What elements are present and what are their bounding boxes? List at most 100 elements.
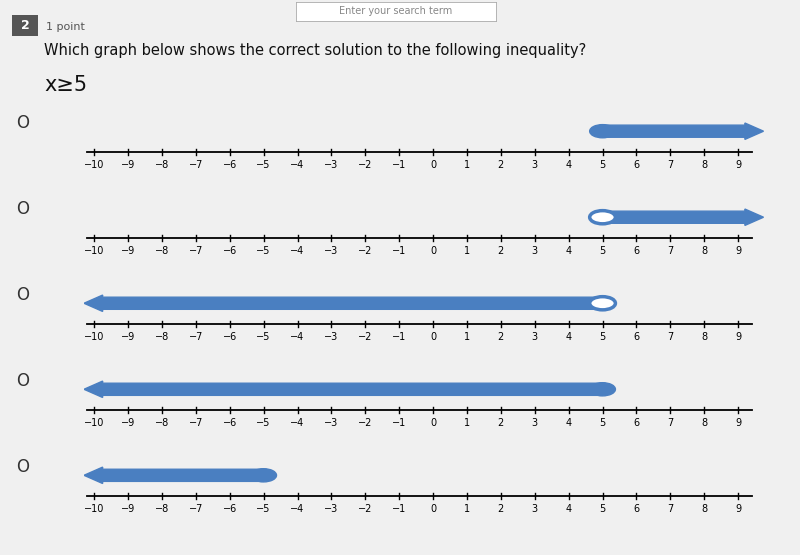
Text: 7: 7 [667,504,674,514]
Text: 0: 0 [430,160,436,170]
Text: −5: −5 [257,418,271,428]
Text: 8: 8 [701,246,707,256]
Text: 6: 6 [634,418,639,428]
Text: 9: 9 [735,332,741,342]
Text: −9: −9 [121,332,135,342]
Text: 9: 9 [735,504,741,514]
Text: −5: −5 [257,504,271,514]
Text: −10: −10 [84,332,104,342]
Text: −3: −3 [324,246,338,256]
Text: −7: −7 [189,504,203,514]
Text: 6: 6 [634,246,639,256]
Text: 3: 3 [532,246,538,256]
Text: −4: −4 [290,504,305,514]
Text: 1: 1 [464,504,470,514]
Text: −4: −4 [290,246,305,256]
Text: −4: −4 [290,160,305,170]
Text: 5: 5 [599,504,606,514]
Text: −6: −6 [222,160,237,170]
Text: −8: −8 [155,160,169,170]
Text: 8: 8 [701,160,707,170]
Text: O: O [16,286,29,304]
Text: −6: −6 [222,418,237,428]
Text: 3: 3 [532,160,538,170]
Text: −7: −7 [189,418,203,428]
Text: −9: −9 [121,246,135,256]
Text: 5: 5 [599,246,606,256]
Text: −8: −8 [155,418,169,428]
Text: −9: −9 [121,504,135,514]
Text: 3: 3 [532,504,538,514]
Text: −2: −2 [358,504,373,514]
Text: 9: 9 [735,160,741,170]
Text: 8: 8 [701,504,707,514]
Text: −1: −1 [392,160,406,170]
FancyArrow shape [602,209,763,225]
Text: Which graph below shows the correct solution to the following inequality?: Which graph below shows the correct solu… [44,43,586,58]
Text: 2: 2 [498,418,504,428]
FancyArrow shape [602,123,763,139]
Text: 2: 2 [498,160,504,170]
Text: −4: −4 [290,332,305,342]
Text: −7: −7 [189,332,203,342]
Text: −3: −3 [324,504,338,514]
Text: −6: −6 [222,332,237,342]
Text: −2: −2 [358,418,373,428]
Text: 0: 0 [430,246,436,256]
Text: O: O [16,372,29,390]
Text: −3: −3 [324,418,338,428]
Text: −7: −7 [189,160,203,170]
Text: Enter your search term: Enter your search term [339,6,453,17]
Text: 7: 7 [667,160,674,170]
Text: −10: −10 [84,246,104,256]
Text: −3: −3 [324,160,338,170]
Text: −2: −2 [358,332,373,342]
Text: −5: −5 [257,332,271,342]
Circle shape [590,211,615,224]
Text: 4: 4 [566,504,572,514]
Text: −1: −1 [392,332,406,342]
Text: O: O [16,114,29,132]
FancyArrow shape [84,467,264,483]
Circle shape [250,469,277,482]
Text: −9: −9 [121,418,135,428]
Text: 4: 4 [566,246,572,256]
FancyArrow shape [84,295,602,311]
Text: 1: 1 [464,160,470,170]
Text: 3: 3 [532,418,538,428]
Text: 8: 8 [701,332,707,342]
Text: −3: −3 [324,332,338,342]
Text: −6: −6 [222,504,237,514]
Text: −1: −1 [392,246,406,256]
Text: O: O [16,200,29,218]
Circle shape [590,125,615,138]
Circle shape [590,297,615,310]
Text: 2: 2 [498,332,504,342]
Text: 0: 0 [430,332,436,342]
Text: −6: −6 [222,246,237,256]
Text: −8: −8 [155,246,169,256]
Text: −1: −1 [392,418,406,428]
Text: −8: −8 [155,504,169,514]
Text: 9: 9 [735,418,741,428]
Text: 2: 2 [498,246,504,256]
Text: −2: −2 [358,160,373,170]
Text: −9: −9 [121,160,135,170]
Text: 1: 1 [464,332,470,342]
Text: 5: 5 [599,418,606,428]
Text: −10: −10 [84,418,104,428]
Text: 0: 0 [430,418,436,428]
Text: −10: −10 [84,160,104,170]
Text: 1: 1 [464,418,470,428]
Text: x≥5: x≥5 [44,75,87,95]
Text: 6: 6 [634,332,639,342]
Text: −1: −1 [392,504,406,514]
Text: 7: 7 [667,246,674,256]
Text: 4: 4 [566,160,572,170]
Text: 4: 4 [566,332,572,342]
Text: 5: 5 [599,160,606,170]
Text: −5: −5 [257,246,271,256]
Text: 1 point: 1 point [46,22,86,32]
Text: 7: 7 [667,332,674,342]
Text: 7: 7 [667,418,674,428]
